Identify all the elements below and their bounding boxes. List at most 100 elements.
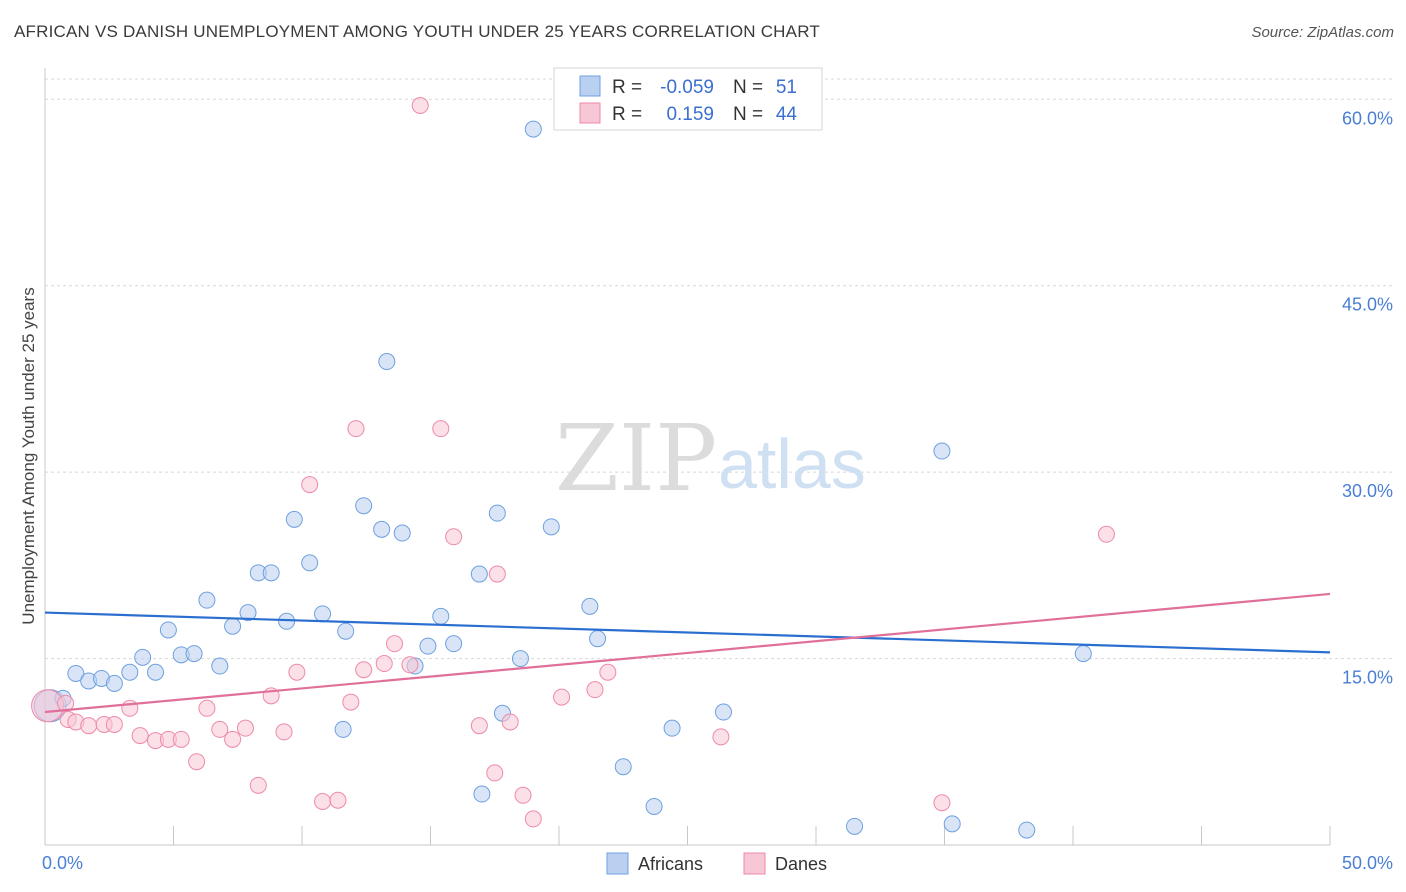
africans-point — [373, 520, 391, 538]
danes-point — [386, 635, 404, 653]
africans-point — [943, 815, 961, 833]
y-tick-label: 30.0% — [1342, 481, 1393, 501]
africans-point — [134, 648, 152, 666]
danes-n-label: N = — [733, 104, 763, 125]
africans-point — [581, 597, 599, 615]
africans-point — [614, 758, 632, 776]
y-axis-label: Unemployment Among Youth under 25 years — [19, 287, 38, 624]
africans-point — [105, 674, 123, 692]
danes-point — [1097, 525, 1115, 543]
x-tick-label: 50.0% — [1342, 853, 1393, 873]
africans-point — [285, 510, 303, 528]
danes-point — [355, 661, 373, 679]
danes-point — [486, 764, 504, 782]
africans-point — [589, 630, 607, 648]
points-layer — [31, 97, 1115, 839]
danes-point — [188, 753, 206, 771]
danes-point — [712, 728, 730, 746]
africans-point — [542, 518, 560, 536]
danes-point — [224, 730, 242, 748]
danes-point — [375, 655, 393, 673]
africans-point — [239, 604, 257, 622]
africans-point — [445, 635, 463, 653]
africans-point — [314, 605, 332, 623]
x-tick-label: 0.0% — [42, 853, 83, 873]
africans-point — [355, 497, 373, 515]
danes-point — [599, 663, 617, 681]
africans-point — [511, 650, 529, 668]
africans-point — [488, 504, 506, 522]
danes-point — [288, 663, 306, 681]
africans-swatch — [579, 75, 601, 97]
danes-point — [470, 717, 488, 735]
danes-point — [198, 699, 216, 717]
africans-point — [714, 703, 732, 721]
africans-point — [1074, 645, 1092, 663]
y-tick-label: 60.0% — [1342, 108, 1393, 128]
watermark-atlas: atlas — [718, 425, 866, 503]
danes-n-value: 44 — [776, 104, 798, 125]
africans-point — [159, 621, 177, 639]
africans-point — [432, 607, 450, 625]
africans-point — [378, 353, 396, 371]
africans-point — [67, 664, 85, 682]
danes-point — [445, 528, 463, 546]
legend-africans-label: Africans — [638, 854, 703, 874]
watermark-zip: ZIP — [555, 405, 717, 512]
danes-point — [172, 730, 190, 748]
trend-layer — [44, 592, 1331, 714]
africans-n-value: 51 — [776, 77, 797, 98]
grid-layer — [45, 78, 1395, 660]
africans-point — [473, 785, 491, 803]
danes-point — [432, 420, 450, 438]
africans-r-value: -0.059 — [660, 77, 714, 98]
danes-point — [131, 727, 149, 745]
legend-danes-swatch — [743, 852, 766, 875]
africans-point — [262, 564, 280, 582]
danes-point — [401, 656, 419, 674]
source-label: Source: ZipAtlas.com — [1251, 24, 1394, 41]
legend-africans-swatch — [606, 852, 629, 875]
danes-r-value: 0.159 — [666, 104, 714, 125]
danes-point — [314, 793, 332, 810]
y-tick-label: 45.0% — [1342, 295, 1393, 315]
watermark: ZIP atlas — [555, 405, 866, 512]
africans-trend-line — [44, 611, 1331, 654]
africans-point — [419, 637, 437, 655]
africans-point — [301, 554, 319, 572]
danes-trend-line — [44, 592, 1331, 714]
legend-danes-label: Danes — [775, 854, 827, 874]
danes-point — [236, 719, 254, 737]
africans-point — [147, 663, 165, 681]
danes-swatch — [579, 102, 601, 124]
danes-point — [57, 694, 75, 712]
danes-point — [80, 717, 98, 735]
danes-point — [933, 794, 951, 812]
axis-layer: 15.0% 30.0% 45.0% 60.0% 0.0% 50.0% — [42, 68, 1393, 873]
africans-point — [393, 524, 411, 542]
danes-point — [586, 681, 604, 699]
danes-point — [105, 715, 123, 733]
africans-r-label: R = — [612, 77, 642, 98]
danes-point — [329, 791, 347, 809]
africans-point — [933, 442, 951, 460]
danes-point — [249, 776, 267, 794]
danes-point — [488, 565, 506, 583]
danes-point — [275, 723, 293, 741]
africans-point — [224, 617, 242, 635]
africans-point — [524, 120, 542, 138]
chart-title: AFRICAN VS DANISH UNEMPLOYMENT AMONG YOU… — [14, 22, 820, 41]
danes-point — [553, 688, 571, 706]
africans-point — [470, 565, 488, 583]
africans-n-label: N = — [733, 77, 763, 98]
africans-point — [1018, 821, 1036, 839]
danes-point — [524, 810, 542, 828]
africans-point — [121, 663, 139, 681]
africans-point — [198, 591, 216, 609]
africans-point — [846, 817, 864, 835]
danes-point — [342, 693, 360, 711]
y-tick-label: 15.0% — [1342, 668, 1393, 688]
danes-point — [411, 97, 429, 114]
africans-point — [211, 657, 229, 675]
danes-point — [301, 476, 319, 494]
